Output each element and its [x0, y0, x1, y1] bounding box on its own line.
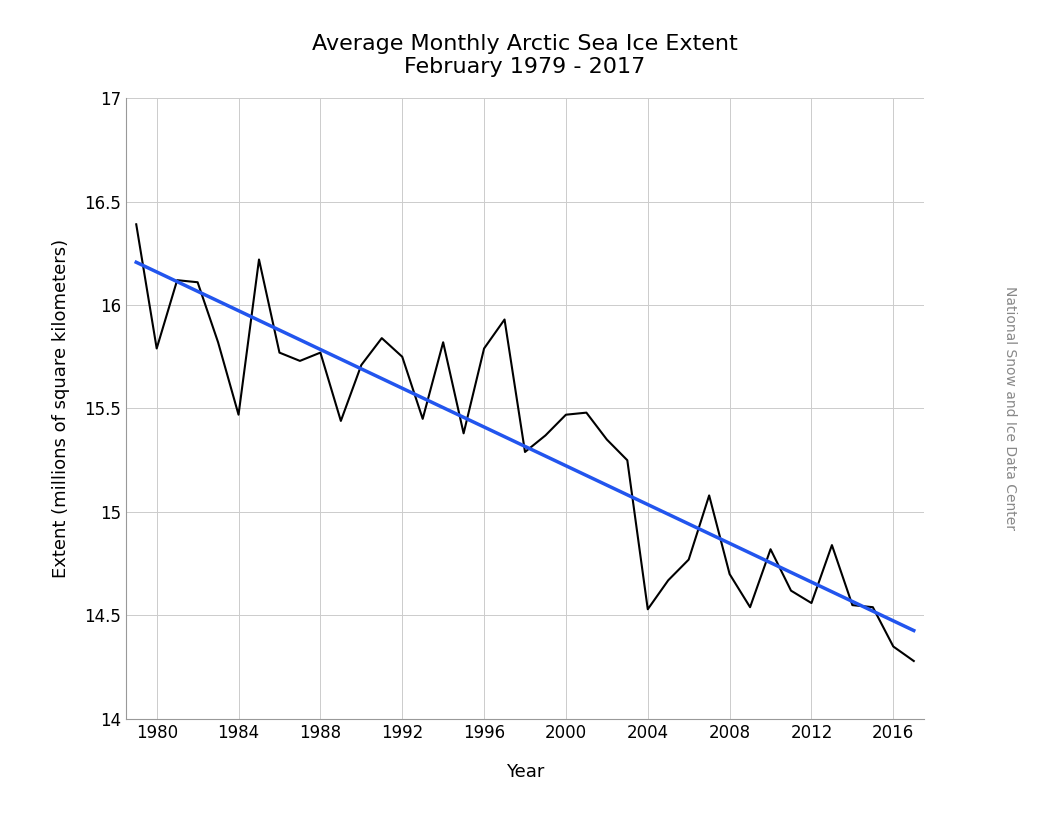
- Y-axis label: Extent (millions of square kilometers): Extent (millions of square kilometers): [52, 239, 70, 578]
- X-axis label: Year: Year: [506, 762, 544, 781]
- Text: National Snow and Ice Data Center: National Snow and Ice Data Center: [1003, 287, 1016, 530]
- Title: Average Monthly Arctic Sea Ice Extent
February 1979 - 2017: Average Monthly Arctic Sea Ice Extent Fe…: [312, 33, 738, 77]
